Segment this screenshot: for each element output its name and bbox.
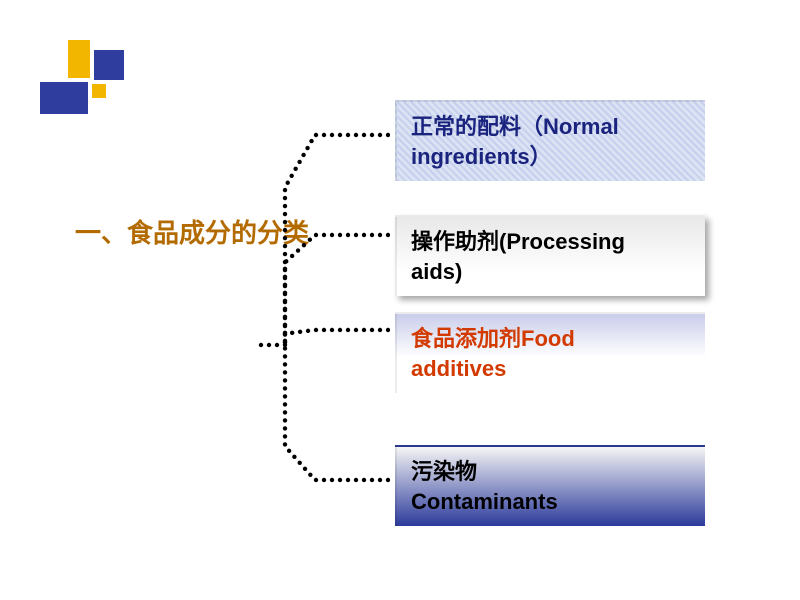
diagram-title: 一、食品成分的分类 <box>75 215 309 251</box>
decorative-logo <box>40 40 140 120</box>
box-line: 操作助剂(Processing <box>411 229 625 254</box>
category-box-processing-aids: 操作助剂(Processing aids) <box>395 215 705 296</box>
category-box-contaminants: 污染物 Contaminants <box>395 445 705 526</box>
box-line: ingredients） <box>411 144 552 169</box>
box-line: 食品添加剂Food <box>411 326 575 351</box>
category-box-normal-ingredients: 正常的配料（Normal ingredients） <box>395 100 705 181</box>
box-line: aids) <box>411 259 462 284</box>
bracket-connector <box>230 115 390 535</box>
title-text: 一、食品成分的分类 <box>75 218 309 248</box>
box-line: 污染物 <box>411 459 477 484</box>
category-box-food-additives: 食品添加剂Food additives <box>395 312 705 393</box>
box-line: 正常的配料（Normal <box>411 114 619 139</box>
logo-rect <box>94 50 124 80</box>
logo-rect <box>68 40 90 78</box>
logo-rect <box>40 82 88 114</box>
box-line: Contaminants <box>411 489 558 514</box>
logo-rect <box>92 84 106 98</box>
box-line: additives <box>411 356 506 381</box>
